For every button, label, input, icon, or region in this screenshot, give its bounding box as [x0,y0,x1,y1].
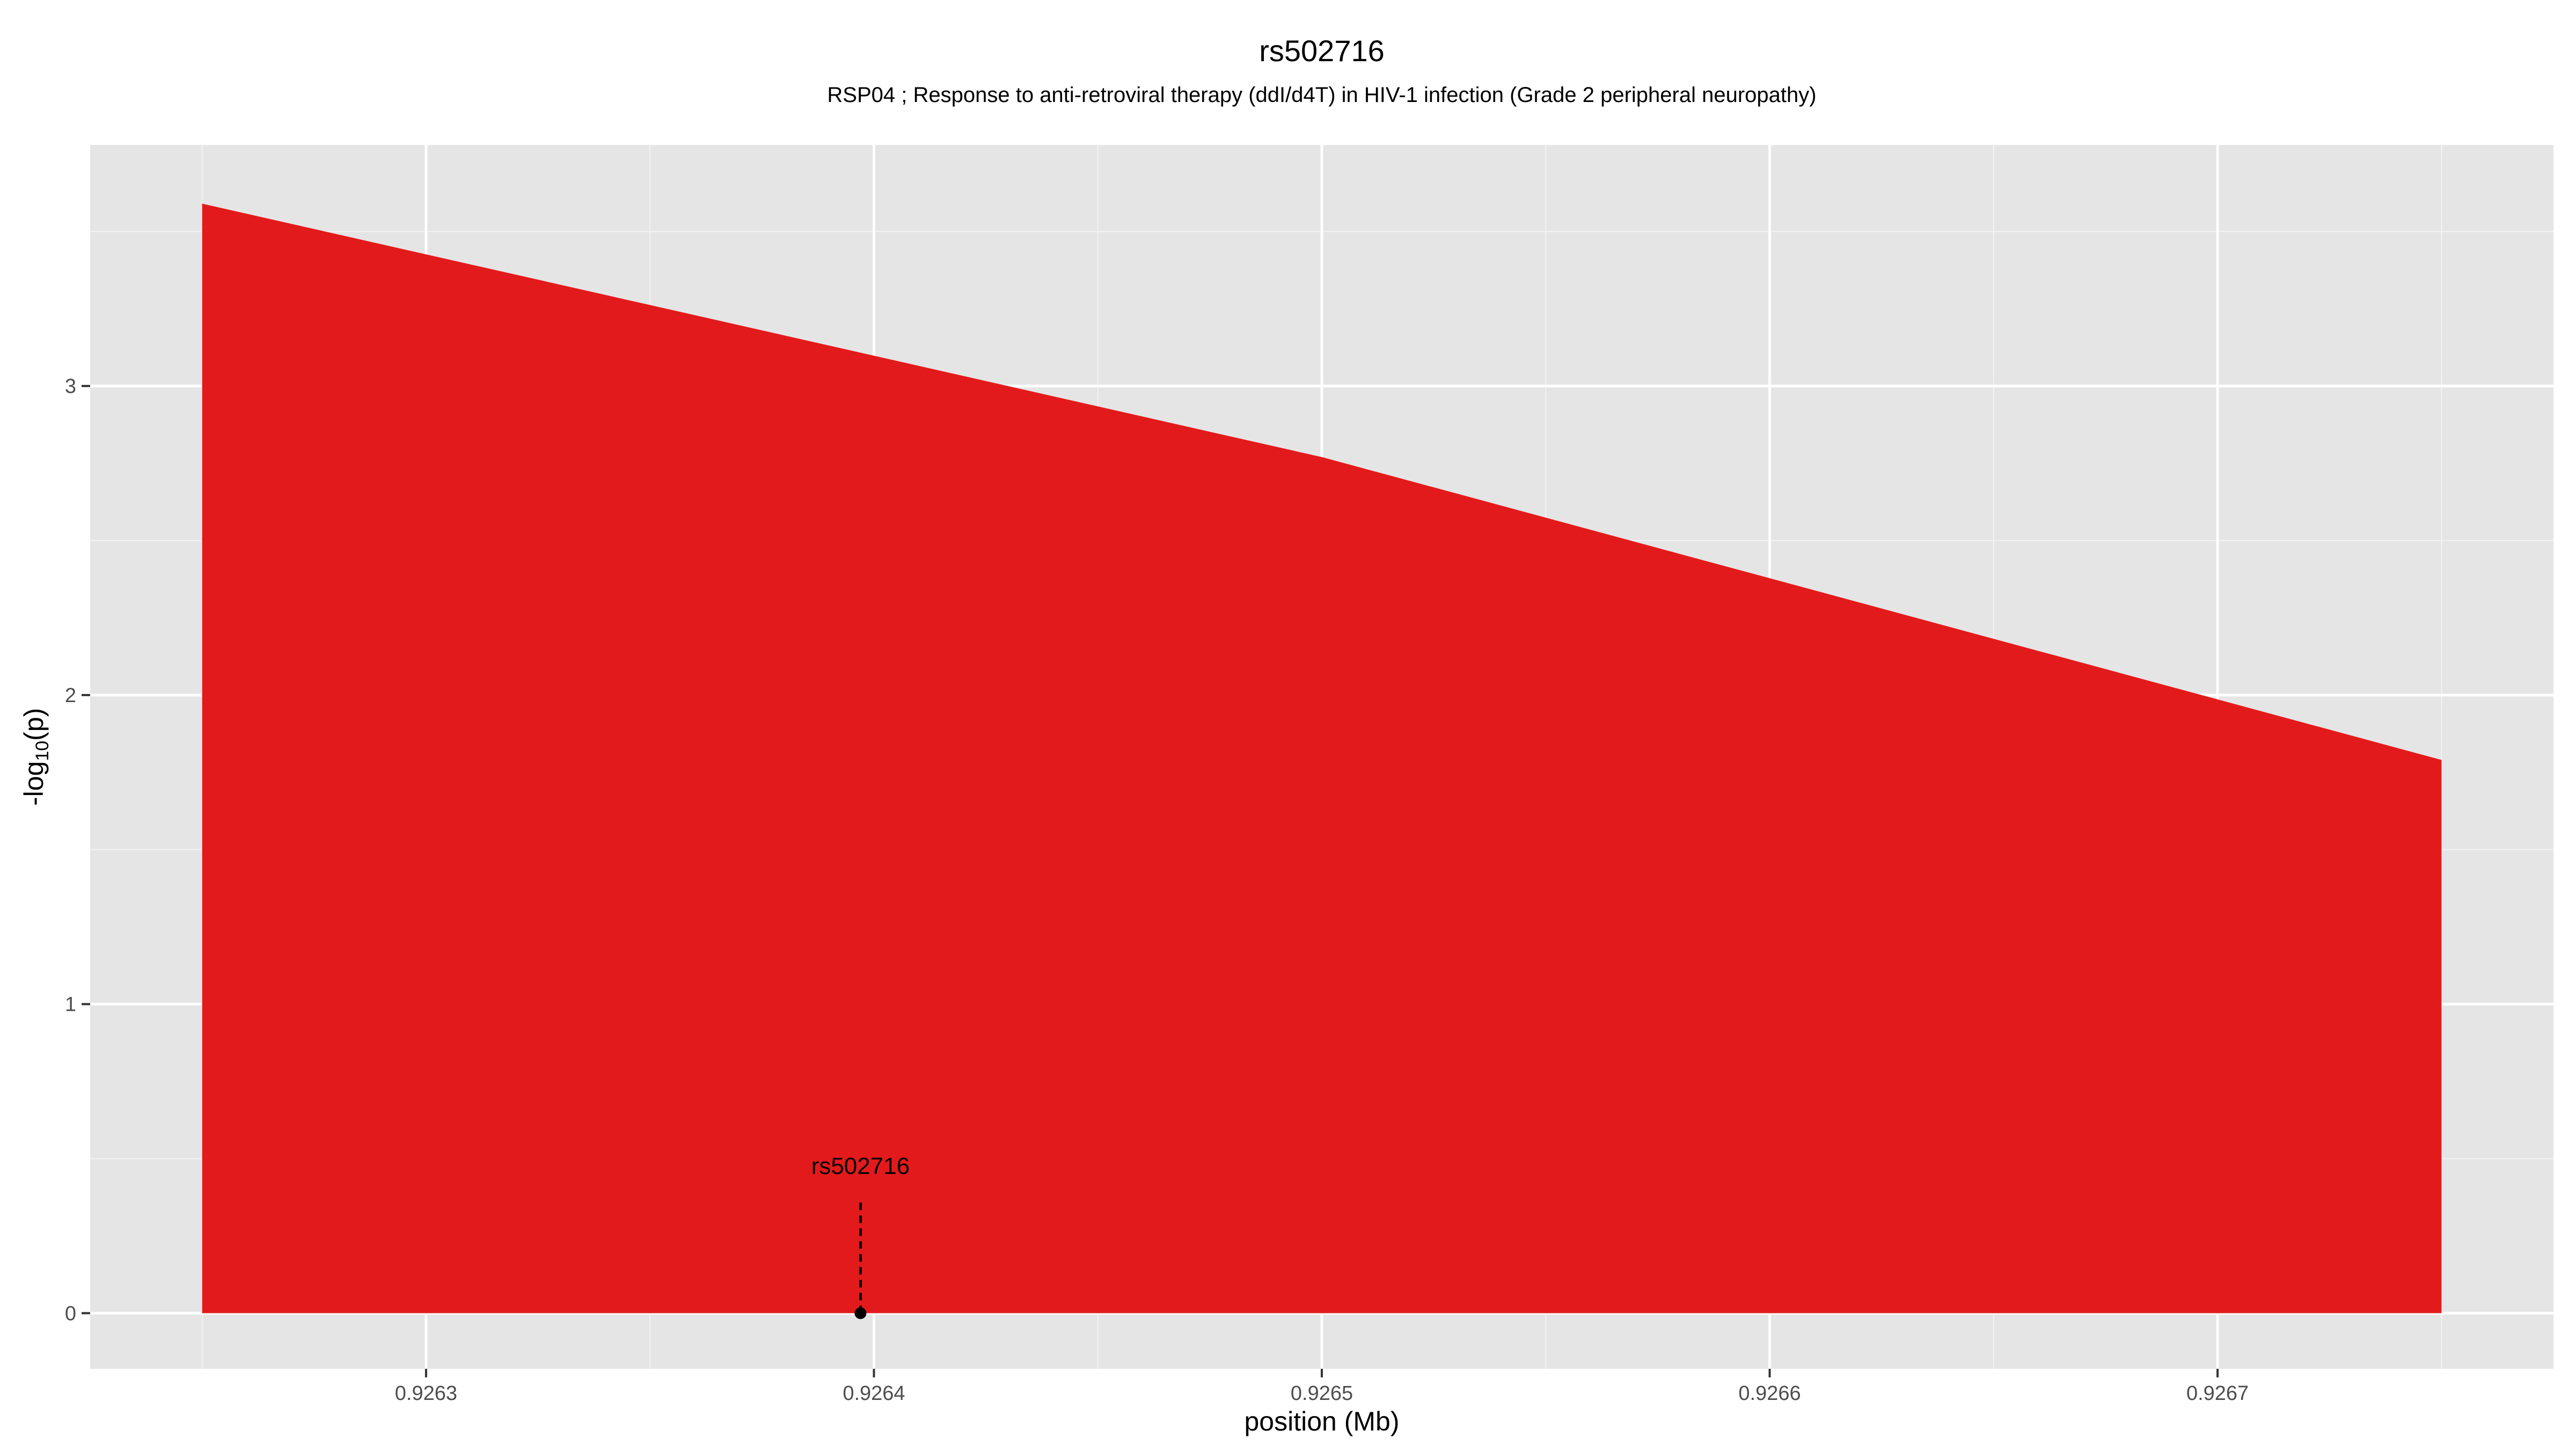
y-axis-label: -log10(p) [19,708,53,806]
x-tick-label: 0.9266 [1738,1382,1801,1405]
y-tick-label: 3 [65,375,76,398]
x-tick-label: 0.9265 [1291,1382,1353,1405]
x-tick-label: 0.9267 [2186,1382,2249,1405]
x-axis-label: position (Mb) [1245,1406,1400,1436]
y-axis-label-main: -log [19,761,49,806]
y-tick-label: 2 [65,684,76,707]
series-layer [202,203,2442,1314]
chart-subtitle: RSP04 ; Response to anti-retroviral ther… [827,83,1816,107]
x-tick-label: 0.9264 [843,1382,905,1405]
chart-title: rs502716 [1259,34,1385,68]
y-tick-label: 0 [65,1302,76,1325]
annotation-label: rs502716 [811,1153,910,1179]
annotation-layer: rs502716 [811,1153,910,1319]
annotation-point [854,1307,867,1319]
y-axis-label-tail: (p) [19,708,49,741]
y-tick-label: 1 [65,994,76,1016]
x-tick-label: 0.9263 [395,1382,457,1405]
area-series [202,203,2442,1314]
y-axis: 0 1 2 3 [65,375,90,1325]
y-axis-label-subscript: 10 [32,741,53,761]
x-axis: 0.9263 0.9264 0.9265 0.9266 0.9267 [395,1369,2249,1405]
